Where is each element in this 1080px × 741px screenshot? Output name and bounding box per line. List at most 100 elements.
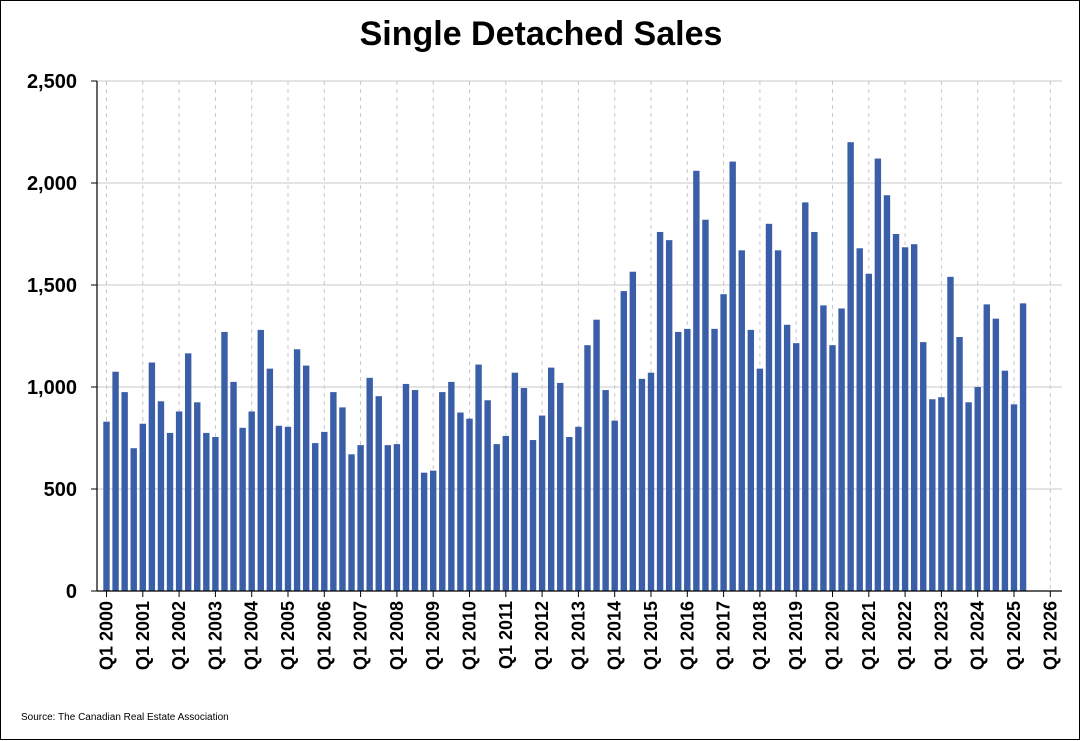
- bar: [221, 331, 228, 591]
- bar: [239, 427, 246, 591]
- bar: [947, 276, 954, 591]
- bar: [439, 392, 446, 591]
- bar: [248, 411, 255, 591]
- bar: [684, 328, 691, 591]
- x-tick-label: Q1 2022: [895, 601, 915, 670]
- bar: [139, 423, 146, 591]
- bar: [811, 231, 818, 591]
- bar: [266, 368, 274, 591]
- bar: [520, 388, 528, 591]
- x-tick-label: Q1 2004: [242, 601, 262, 670]
- bar: [638, 378, 646, 591]
- bar: [829, 345, 836, 591]
- bar: [175, 411, 183, 591]
- x-tick-label: Q1 2015: [641, 601, 661, 670]
- x-tick-label: Q1 2012: [532, 601, 552, 670]
- bar: [339, 407, 346, 591]
- bar: [929, 399, 936, 591]
- x-tick-label: Q1 2006: [314, 601, 334, 670]
- bar: [711, 328, 718, 591]
- bar: [675, 331, 682, 591]
- bar: [148, 362, 156, 591]
- bar: [502, 435, 509, 591]
- bar: [983, 304, 990, 591]
- bar: [593, 319, 600, 591]
- bar: [420, 472, 428, 591]
- bar: [475, 364, 482, 591]
- x-tick-label: Q1 2002: [169, 601, 189, 670]
- bar: [557, 382, 564, 591]
- y-tick-label: 1,500: [27, 275, 77, 297]
- x-tick-label: Q1 2014: [605, 601, 625, 670]
- bar: [892, 234, 900, 591]
- bar: [538, 415, 546, 591]
- bar: [874, 158, 882, 591]
- bar: [484, 400, 491, 591]
- y-tick-label: 1,000: [27, 377, 77, 399]
- bar: [321, 431, 328, 591]
- bar: [693, 170, 700, 591]
- x-tick-label: Q1 2025: [1004, 601, 1024, 670]
- bar: [130, 448, 137, 591]
- bar: [602, 390, 609, 591]
- x-tick-label: Q1 2008: [387, 601, 407, 670]
- bar: [112, 371, 119, 591]
- bar: [457, 412, 464, 591]
- bar: [275, 425, 283, 591]
- x-tick-label: Q1 2019: [786, 601, 806, 670]
- bar: [1010, 404, 1018, 591]
- x-tick-label: Q1 2021: [859, 601, 879, 670]
- bar: [647, 372, 655, 591]
- bar: [720, 294, 727, 591]
- bar: [802, 202, 809, 591]
- x-tick-label: Q1 2023: [931, 601, 951, 670]
- bar: [656, 231, 664, 591]
- bar: [584, 345, 591, 591]
- bar: [566, 436, 573, 591]
- x-tick-label: Q1 2013: [568, 601, 588, 670]
- bar: [910, 244, 918, 591]
- x-tick-label: Q1 2000: [97, 601, 117, 670]
- bar: [774, 250, 782, 591]
- axes-layer: [91, 80, 1062, 597]
- bar: [883, 195, 891, 592]
- bar: [920, 342, 927, 591]
- y-tick-label: 2,500: [27, 71, 77, 93]
- bar: [257, 329, 264, 591]
- x-tick-label: Q1 2017: [714, 601, 734, 670]
- bar: [756, 368, 764, 591]
- bar: [511, 372, 519, 591]
- bar: [620, 291, 627, 591]
- x-tick-label: Q1 2009: [423, 601, 443, 670]
- bar: [1001, 370, 1009, 591]
- source-note: Source: The Canadian Real Estate Associa…: [21, 712, 229, 723]
- bar: [793, 343, 800, 591]
- bar: [820, 305, 827, 591]
- bar: [194, 402, 201, 591]
- bar: [547, 367, 555, 591]
- bar: [302, 365, 310, 591]
- bar: [348, 454, 355, 591]
- bar: [430, 470, 437, 591]
- bar: [157, 401, 165, 591]
- x-tick-label: Q1 2010: [460, 601, 480, 670]
- bar: [357, 445, 364, 591]
- bar: [901, 247, 909, 591]
- x-tick-label: Q1 2020: [823, 601, 843, 670]
- x-tick-label: Q1 2024: [968, 601, 988, 670]
- bar: [103, 421, 110, 591]
- bar: [847, 142, 854, 591]
- x-tick-label: Q1 2005: [278, 601, 298, 670]
- x-tick-label: Q1 2011: [496, 601, 516, 669]
- x-tick-label: Q1 2018: [750, 601, 770, 670]
- bar: [965, 402, 972, 591]
- bar: [702, 219, 709, 591]
- bar: [974, 387, 981, 591]
- bar: [448, 381, 455, 591]
- bar: [375, 396, 382, 591]
- bar: [284, 426, 292, 591]
- y-tick-label: 500: [44, 479, 77, 501]
- bar: [738, 250, 745, 591]
